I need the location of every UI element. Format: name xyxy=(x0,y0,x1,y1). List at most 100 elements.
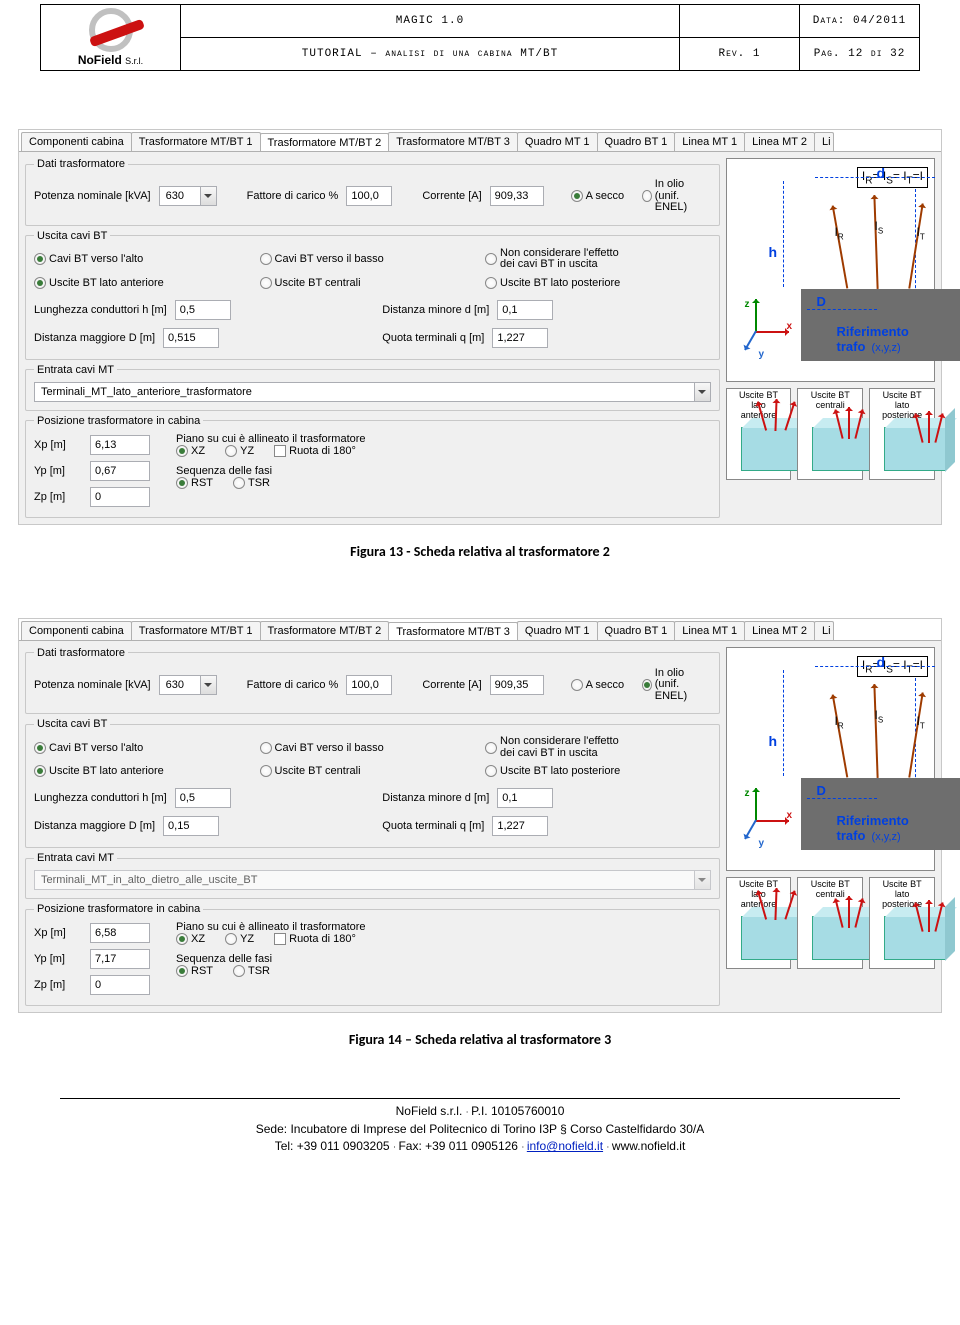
logo-cell: NoField S.r.l. xyxy=(41,5,181,71)
lungh-input[interactable] xyxy=(175,300,231,320)
tab-4[interactable]: Quadro MT 1 xyxy=(517,132,598,151)
check-ruota[interactable]: Ruota di 180° xyxy=(274,445,356,457)
group-uscita: Uscita cavi BT Cavi BT verso l'alto Cavi… xyxy=(25,718,720,848)
hdr-empty xyxy=(680,5,800,38)
tab-5[interactable]: Quadro BT 1 xyxy=(597,621,676,640)
tab-3[interactable]: Trasformatore MT/BT 3 xyxy=(388,132,518,151)
tab-5[interactable]: Quadro BT 1 xyxy=(597,132,676,151)
radio-rst[interactable]: RST xyxy=(176,965,213,977)
app-panel-1: Componenti cabinaTrasformatore MT/BT 1Tr… xyxy=(18,129,942,525)
radio-noncons[interactable]: Non considerare l'effetto dei cavi BT in… xyxy=(485,736,701,759)
tab-1[interactable]: Trasformatore MT/BT 1 xyxy=(131,132,261,151)
logo-suffix: S.r.l. xyxy=(125,56,143,66)
thumbnails: Uscite BT lato anteriore Uscite BT centr… xyxy=(726,388,935,480)
corrente-input[interactable] xyxy=(490,675,544,695)
hdr-title1: MAGIC 1.0 xyxy=(181,5,680,38)
radio-xz[interactable]: XZ xyxy=(176,445,205,457)
distmax-input[interactable] xyxy=(163,328,219,348)
zp-input[interactable] xyxy=(90,487,150,507)
yp-input[interactable] xyxy=(90,461,150,481)
group-posizione: Posizione trasformatore in cabina Xp [m]… xyxy=(25,415,720,518)
thumbnails: Uscite BT lato anteriore Uscite BT centr… xyxy=(726,877,935,969)
tab-7[interactable]: Linea MT 2 xyxy=(744,132,815,151)
radio-lato-pos[interactable]: Uscite BT lato posteriore xyxy=(485,277,701,289)
radio-cavi-alto[interactable]: Cavi BT verso l'alto xyxy=(34,248,250,271)
radio-lato-cen[interactable]: Uscite BT centrali xyxy=(260,765,476,777)
radio-lato-ant[interactable]: Uscite BT lato anteriore xyxy=(34,765,250,777)
quota-input[interactable] xyxy=(492,328,548,348)
tab-4[interactable]: Quadro MT 1 xyxy=(517,621,598,640)
thumb-centrali: Uscite BT centrali xyxy=(797,877,863,969)
radio-lato-cen[interactable]: Uscite BT centrali xyxy=(260,277,476,289)
hdr-rev: Rev. 1 xyxy=(680,38,800,71)
potenza-select[interactable]: 630 xyxy=(159,675,217,695)
diagram-main: IR= IS= IT=I d h q IRISIT D Riferimento … xyxy=(726,158,935,382)
radio-noncons[interactable]: Non considerare l'effetto dei cavi BT in… xyxy=(485,248,701,271)
radio-cavi-alto[interactable]: Cavi BT verso l'alto xyxy=(34,736,250,759)
distmin-input[interactable] xyxy=(497,300,553,320)
thumb-posteriore: Uscite BT lato posteriore xyxy=(869,877,935,969)
tab-6[interactable]: Linea MT 1 xyxy=(674,132,745,151)
tab-2[interactable]: Trasformatore MT/BT 2 xyxy=(260,133,390,152)
diagram-main: IR= IS= IT=I d h q IRISIT D Riferimento … xyxy=(726,647,935,871)
tab-3[interactable]: Trasformatore MT/BT 3 xyxy=(388,622,518,641)
tab-6[interactable]: Linea MT 1 xyxy=(674,621,745,640)
radio-cavi-basso[interactable]: Cavi BT verso il basso xyxy=(260,248,476,271)
radio-asecco[interactable]: A secco xyxy=(571,190,625,202)
thumb-anteriore: Uscite BT lato anteriore xyxy=(726,388,792,480)
fattore-input[interactable] xyxy=(346,675,392,695)
footer-email-link[interactable]: info@nofield.it xyxy=(527,1139,603,1153)
footer-address: Sede: Incubatore di Imprese del Politecn… xyxy=(256,1122,704,1136)
tab-bar: Componenti cabinaTrasformatore MT/BT 1Tr… xyxy=(19,130,941,152)
radio-cavi-basso[interactable]: Cavi BT verso il basso xyxy=(260,736,476,759)
check-ruota[interactable]: Ruota di 180° xyxy=(274,933,356,945)
xp-input[interactable] xyxy=(90,923,150,943)
distmin-input[interactable] xyxy=(497,788,553,808)
potenza-select[interactable]: 630 xyxy=(159,186,217,206)
radio-yz[interactable]: YZ xyxy=(225,445,254,457)
radio-rst[interactable]: RST xyxy=(176,477,213,489)
entrata-select: Terminali_MT_in_alto_dietro_alle_uscite_… xyxy=(34,870,711,890)
lungh-input[interactable] xyxy=(175,788,231,808)
yp-input[interactable] xyxy=(90,949,150,969)
zp-input[interactable] xyxy=(90,975,150,995)
page-header: NoField S.r.l. MAGIC 1.0 Data: 04/2011 T… xyxy=(0,0,960,71)
group-entrata: Entrata cavi MT Terminali_MT_in_alto_die… xyxy=(25,852,720,899)
radio-xz[interactable]: XZ xyxy=(176,933,205,945)
footer-pi: P.I. 10105760010 xyxy=(471,1104,564,1118)
header-table: NoField S.r.l. MAGIC 1.0 Data: 04/2011 T… xyxy=(40,4,920,71)
radio-tsr[interactable]: TSR xyxy=(233,477,270,489)
radio-inolio[interactable]: In olio (unif. ENEL) xyxy=(642,668,700,703)
radio-lato-pos[interactable]: Uscite BT lato posteriore xyxy=(485,765,701,777)
radio-inolio[interactable]: In olio (unif. ENEL) xyxy=(642,179,700,214)
radio-asecco[interactable]: A secco xyxy=(571,679,625,691)
tab-0[interactable]: Componenti cabina xyxy=(21,621,132,640)
entrata-select[interactable]: Terminali_MT_lato_anteriore_trasformator… xyxy=(34,382,711,402)
tab-8[interactable]: Li xyxy=(814,621,834,640)
footer-fax: Fax: +39 011 0905126 xyxy=(398,1139,518,1153)
tab-0[interactable]: Componenti cabina xyxy=(21,132,132,151)
tab-8[interactable]: Li xyxy=(814,132,834,151)
corrente-input[interactable] xyxy=(490,186,544,206)
figure-caption-1: Figura 13 - Scheda relativa al trasforma… xyxy=(0,543,960,560)
tab-bar: Componenti cabinaTrasformatore MT/BT 1Tr… xyxy=(19,619,941,641)
radio-tsr[interactable]: TSR xyxy=(233,965,270,977)
hdr-pag: Pag. 12 di 32 xyxy=(800,38,920,71)
logo-icon xyxy=(89,8,133,52)
group-entrata: Entrata cavi MT Terminali_MT_lato_anteri… xyxy=(25,364,720,411)
tab-2[interactable]: Trasformatore MT/BT 2 xyxy=(260,621,390,640)
quota-input[interactable] xyxy=(492,816,548,836)
fattore-input[interactable] xyxy=(346,186,392,206)
logo-name: NoField xyxy=(78,53,122,67)
thumb-centrali: Uscite BT centrali xyxy=(797,388,863,480)
tab-1[interactable]: Trasformatore MT/BT 1 xyxy=(131,621,261,640)
tab-7[interactable]: Linea MT 2 xyxy=(744,621,815,640)
footer-tel: Tel: +39 011 0903205 xyxy=(275,1139,390,1153)
footer-company: NoField s.r.l. xyxy=(396,1104,463,1118)
radio-lato-ant[interactable]: Uscite BT lato anteriore xyxy=(34,277,250,289)
xp-input[interactable] xyxy=(90,435,150,455)
group-uscita: Uscita cavi BT Cavi BT verso l'alto Cavi… xyxy=(25,230,720,360)
radio-yz[interactable]: YZ xyxy=(225,933,254,945)
group-dati: Dati trasformatore Potenza nominale [kVA… xyxy=(25,647,720,715)
distmax-input[interactable] xyxy=(163,816,219,836)
